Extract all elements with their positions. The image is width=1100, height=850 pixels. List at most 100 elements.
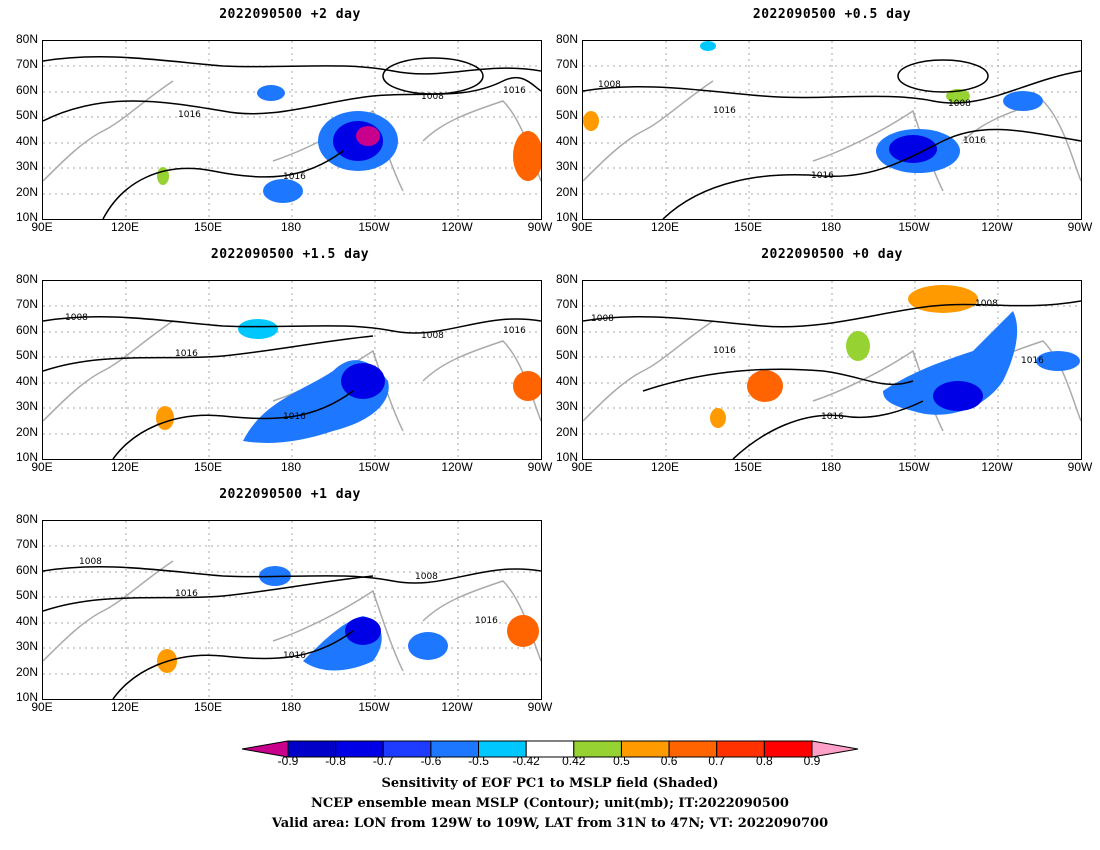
lat-tick-label: 80N (555, 272, 578, 286)
map-plot-plus2: 1008 1016 1016 1016 (43, 41, 541, 219)
colorbar-level-label: -0.6 (420, 754, 442, 768)
graticule (43, 521, 541, 699)
lat-tick-label: 60N (15, 322, 38, 337)
lon-tick-label: 150W (358, 220, 390, 234)
colorbar-level-label: 0.7 (708, 754, 726, 768)
lon-tick-label: 150E (193, 460, 223, 474)
map-panel-plus1-5: 1008 1008 1016 1016 1016 (42, 280, 542, 460)
colorbar-level-label: 0.42 (562, 754, 586, 768)
lon-tick-label: 180 (280, 460, 302, 474)
lon-tick-label: 90W (1067, 460, 1093, 474)
lat-tick-label: 60N (555, 322, 578, 337)
contour-label: 1008 (421, 331, 444, 341)
isobar (642, 368, 914, 392)
colorbar-level-label: -0.9 (277, 754, 299, 768)
lon-tick-label: 90E (31, 700, 53, 714)
lat-tick-label: 30N (15, 399, 38, 414)
panel-title-plus1: 2022090500 +1 day (219, 487, 361, 502)
contour-label: 1016 (821, 412, 844, 422)
lon-tick-label: 120E (650, 460, 680, 474)
colorbar-level-label: 0.5 (613, 754, 630, 768)
lat-tick-label: 80N (15, 272, 38, 286)
lat-tick-label: 70N (555, 57, 578, 72)
isobar-low (382, 57, 484, 95)
contour-label: 1016 (283, 172, 306, 182)
shaded-positive (583, 111, 599, 131)
map-plot-plus0-5: 1008 1008 1016 1016 1016 (583, 41, 1081, 219)
lat-tick-label: 60N (15, 82, 38, 97)
lat-tick-label: 30N (15, 639, 38, 654)
lon-tick-label: 150E (733, 460, 763, 474)
lon-tick-label: 120E (110, 220, 140, 234)
contour-label: 1016 (713, 106, 736, 116)
panel-title-plus1-5: 2022090500 +1.5 day (210, 247, 370, 262)
colorbar-level-label: 0.6 (660, 754, 678, 768)
contour-label: 1008 (65, 313, 88, 323)
lon-tick-label: 180 (280, 220, 302, 234)
isobar (583, 300, 1081, 328)
panel-title-plus0-5: 2022090500 +0.5 day (752, 7, 912, 22)
lon-tick-label: 90E (571, 460, 593, 474)
isobar (43, 315, 541, 334)
lon-tick-label: 90E (31, 460, 53, 474)
map-panel-plus0-5: 1008 1008 1016 1016 1016 (582, 40, 1082, 220)
shaded-negative (1003, 91, 1043, 111)
colorbar (241, 740, 859, 758)
lon-tick-label: 120W (981, 220, 1013, 234)
isobar (43, 335, 374, 372)
lon-tick-label: 120E (650, 220, 680, 234)
lat-tick-label: 20N (15, 184, 38, 199)
lat-tick-label: 70N (15, 297, 38, 312)
lat-tick-label: 30N (555, 399, 578, 414)
lat-tick-label: 70N (15, 57, 38, 72)
colorbar-arrow-high (811, 740, 859, 758)
lat-tick-label: 20N (555, 184, 578, 199)
isobar (112, 630, 354, 699)
shaded-negative (883, 311, 1018, 415)
lat-tick-label: 70N (555, 297, 578, 312)
lat-tick-label: 50N (555, 108, 578, 123)
isobar (732, 400, 924, 459)
lon-tick-label: 150W (898, 460, 930, 474)
isobar (43, 55, 541, 75)
map-plot-plus1: 1008 1008 1016 1016 1016 (43, 521, 541, 699)
shaded-positive (513, 371, 541, 401)
lat-tick-label: 50N (555, 348, 578, 363)
contour-label: 1008 (415, 572, 438, 582)
map-panel-plus2: 1008 1016 1016 1016 (42, 40, 542, 220)
isobar (43, 565, 541, 584)
shaded-positive (946, 89, 970, 103)
panel-title-plus0: 2022090500 +0 day (761, 247, 903, 262)
lon-tick-label: 90E (31, 220, 53, 234)
lat-tick-label: 10N (15, 450, 38, 464)
lat-tick-label: 10N (15, 210, 38, 224)
shaded-positive (747, 370, 783, 402)
map-panel-plus1: 1008 1008 1016 1016 1016 (42, 520, 542, 700)
lat-tick-label: 50N (15, 108, 38, 123)
contour-label: 1016 (283, 412, 306, 422)
colorbar-level-label: 0.9 (803, 754, 821, 768)
contour-label: 1016 (713, 346, 736, 356)
shaded-positive (507, 615, 539, 647)
lat-tick-label: 20N (555, 424, 578, 439)
lon-tick-label: 180 (820, 220, 842, 234)
lon-tick-label: 90W (527, 460, 553, 474)
shaded-negative (700, 41, 716, 51)
contour-label: 1016 (175, 589, 198, 599)
lon-tick-label: 120E (110, 460, 140, 474)
contour-label: 1016 (178, 110, 201, 120)
lon-tick-label: 150W (358, 700, 390, 714)
lon-tick-label: 120E (110, 700, 140, 714)
lon-tick-label: 90W (527, 220, 553, 234)
map-plot-plus1-5: 1008 1008 1016 1016 1016 (43, 281, 541, 459)
lon-tick-label: 120W (441, 220, 473, 234)
lon-tick-label: 90E (571, 220, 593, 234)
shaded-negative-core (341, 363, 385, 399)
map-plot-plus0: 1008 1008 1016 1016 1016 (583, 281, 1081, 459)
lat-tick-label: 10N (555, 210, 578, 224)
shaded-negative (263, 179, 303, 203)
contour-label: 1016 (283, 651, 306, 661)
lat-tick-label: 60N (555, 82, 578, 97)
lon-tick-label: 180 (820, 460, 842, 474)
lat-tick-label: 70N (15, 537, 38, 552)
